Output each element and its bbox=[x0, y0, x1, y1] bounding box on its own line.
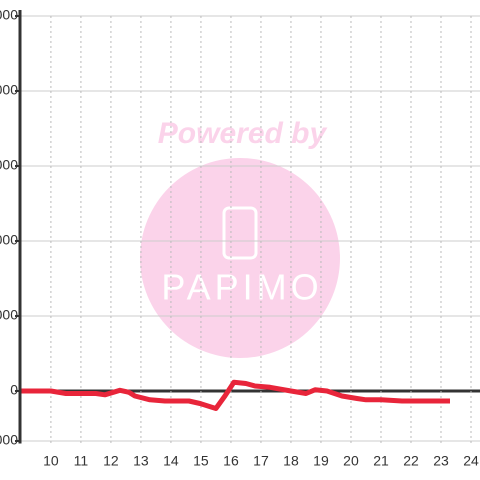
x-tick-label: 23 bbox=[433, 453, 449, 469]
y-tick-label: 120,000 bbox=[0, 82, 18, 98]
watermark-text: Powered by bbox=[158, 117, 328, 150]
y-tick-label: 30,000 bbox=[0, 307, 18, 323]
x-tick-label: 15 bbox=[193, 453, 209, 469]
x-tick-label: 11 bbox=[74, 453, 89, 469]
x-tick-label: 17 bbox=[253, 453, 269, 469]
grid bbox=[20, 15, 480, 444]
x-tick-label: 19 bbox=[313, 453, 329, 469]
x-tick-label: 18 bbox=[283, 453, 299, 469]
watermark-text: PAPIMO bbox=[161, 267, 322, 308]
x-tick-label: 22 bbox=[403, 453, 419, 469]
y-tick-label: 60,000 bbox=[0, 232, 18, 248]
x-tick-label: 10 bbox=[43, 453, 59, 469]
line bbox=[20, 379, 450, 411]
plot bbox=[20, 379, 450, 411]
y-tick-label: -20,000 bbox=[0, 432, 18, 448]
x-tick-label: 16 bbox=[223, 453, 239, 469]
x-tick-label: 12 bbox=[103, 453, 119, 469]
y-tick-label: 150,000 bbox=[0, 7, 18, 23]
x-tick-label: 13 bbox=[133, 453, 149, 469]
x-tick-label: 24 bbox=[463, 453, 479, 469]
watermark: Powered by PAPIMO bbox=[140, 117, 340, 358]
x-tick-label: 20 bbox=[343, 453, 359, 469]
y-tick-label: 90,000 bbox=[0, 157, 18, 173]
watermark-icon bbox=[222, 206, 258, 260]
x-tick-label: 14 bbox=[163, 453, 179, 469]
y-tick-label: 0 bbox=[10, 382, 18, 398]
x-tick-label: 21 bbox=[373, 453, 389, 469]
